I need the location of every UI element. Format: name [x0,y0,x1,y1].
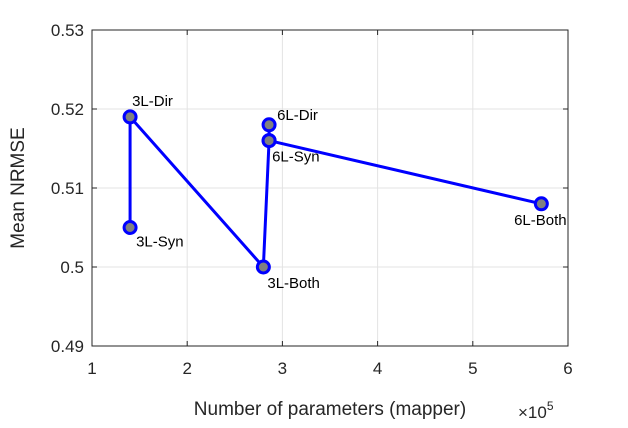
data-point [533,196,549,212]
data-point [255,259,271,275]
data-label: 6L-Syn [272,149,320,166]
y-tick-label: 0.51 [51,179,84,198]
x-tick-label: 2 [182,359,191,378]
x-axis-exponent: ×105 [518,399,554,422]
y-tick-label: 0.52 [51,100,84,119]
data-label: 6L-Dir [277,107,318,124]
data-label: 3L-Dir [132,93,173,110]
y-tick-label: 0.5 [60,258,84,277]
data-point [122,109,138,125]
data-label: 3L-Syn [136,234,184,251]
x-axis-title: Number of parameters (mapper) [194,399,466,420]
x-axis-exponent-base: ×10 [518,403,547,422]
data-label: 3L-Both [267,275,320,292]
grid [91,29,569,347]
series-line [128,112,542,271]
data-point [122,220,138,235]
point-labels: 3L-Syn 3L-Dir 3L-Both 6L-Syn 6L-Dir 6L-Both [132,93,567,292]
y-tick-label: 0.49 [51,337,84,356]
axes: 1 2 3 4 5 6 0.49 0.5 0.51 0.52 0.53 [51,21,573,378]
x-tick-label: 1 [87,359,96,378]
x-tick-label: 6 [563,359,572,378]
data-point [261,117,277,133]
series [122,109,549,275]
y-tick-label: 0.53 [51,21,84,40]
x-tick-label: 5 [468,359,477,378]
data-label: 6L-Both [514,212,567,229]
data-point [261,133,277,149]
x-tick-label: 4 [373,359,382,378]
y-axis-title: Mean NRMSE [8,127,29,248]
x-tick-label: 3 [278,359,287,378]
x-axis-exponent-power: 5 [547,399,554,413]
